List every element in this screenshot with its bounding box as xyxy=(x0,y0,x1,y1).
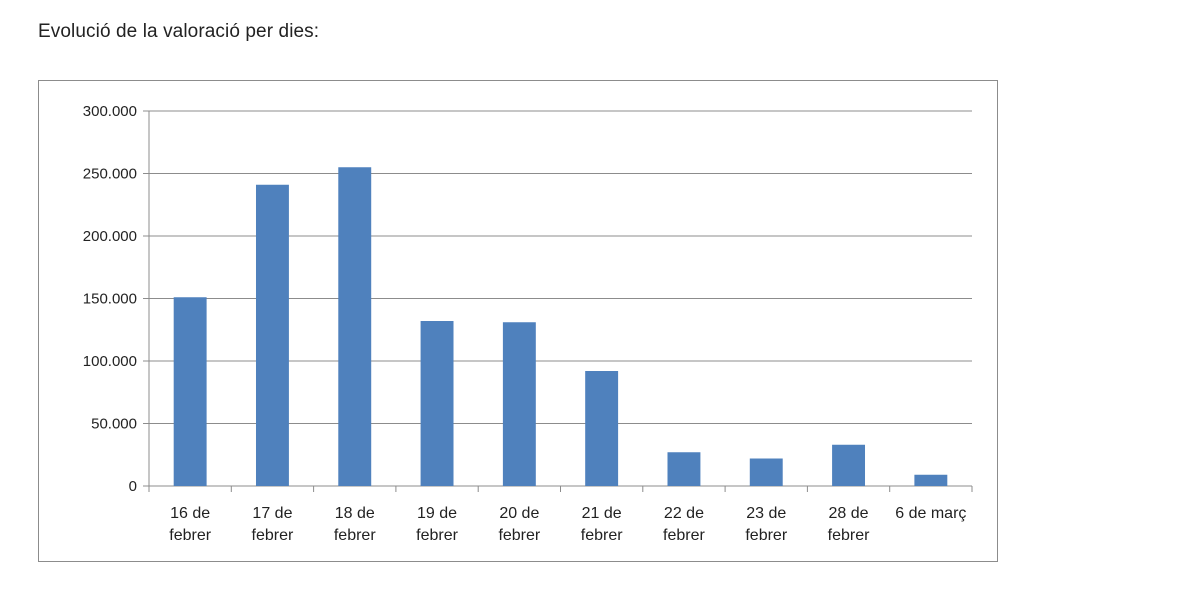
bar xyxy=(585,371,619,486)
x-category-label: 21 de febrer xyxy=(581,505,623,544)
bar xyxy=(255,184,289,486)
bar-chart: 0 50.000 100.000 150.000 200.000 250.000 300.0… xyxy=(83,103,973,544)
x-category-label-line: febrer xyxy=(252,527,294,544)
x-category-label: 19 de febrer xyxy=(416,505,458,544)
bar xyxy=(832,444,866,486)
y-tick-label: 50.000 xyxy=(91,416,137,433)
x-category-label-line: 6 de març xyxy=(895,505,966,522)
y-tick-label: 150.000 xyxy=(83,291,137,308)
x-category-label: 20 de febrer xyxy=(498,505,540,544)
bar xyxy=(914,474,948,486)
x-category-label: 17 de febrer xyxy=(252,505,294,544)
x-category-label-line: febrer xyxy=(334,527,376,544)
x-category-label-line: 23 de xyxy=(746,505,786,522)
bar xyxy=(173,297,207,486)
x-category-label-line: febrer xyxy=(169,527,211,544)
x-category-label-line: febrer xyxy=(828,527,870,544)
x-category-label-line: 18 de xyxy=(335,505,375,522)
y-tick-label: 300.000 xyxy=(83,103,137,120)
y-tick-label: 0 xyxy=(129,478,137,495)
chart-frame: 0 50.000 100.000 150.000 200.000 250.000 300.0… xyxy=(38,80,998,562)
x-category-label-line: 22 de xyxy=(664,505,704,522)
x-category-label: 18 de febrer xyxy=(334,505,376,544)
x-category-label-line: 17 de xyxy=(252,505,292,522)
bar xyxy=(502,322,536,486)
y-tick-label: 250.000 xyxy=(83,166,137,183)
x-category-label-line: febrer xyxy=(745,527,787,544)
x-category-label-line: 16 de xyxy=(170,505,210,522)
y-tick-label: 200.000 xyxy=(83,228,137,245)
y-tick-label: 100.000 xyxy=(83,353,137,370)
x-category-label: 6 de març xyxy=(895,505,966,522)
x-category-label-line: febrer xyxy=(416,527,458,544)
x-category-label: 16 de febrer xyxy=(169,505,211,544)
bar xyxy=(420,321,454,486)
x-category-label-line: 19 de xyxy=(417,505,457,522)
x-category-label-line: 28 de xyxy=(829,505,869,522)
x-category-label: 28 de febrer xyxy=(828,505,870,544)
x-category-label-line: febrer xyxy=(663,527,705,544)
bar xyxy=(338,167,372,486)
chart-heading: Evolució de la valoració per dies: xyxy=(38,21,320,42)
bar xyxy=(667,452,701,486)
x-category-label: 22 de febrer xyxy=(663,505,705,544)
x-category-label-line: febrer xyxy=(581,527,623,544)
x-category-label-line: febrer xyxy=(498,527,540,544)
x-category-label-line: 20 de xyxy=(499,505,539,522)
x-category-label-line: 21 de xyxy=(582,505,622,522)
x-category-label: 23 de febrer xyxy=(745,505,787,544)
bar xyxy=(749,458,783,486)
